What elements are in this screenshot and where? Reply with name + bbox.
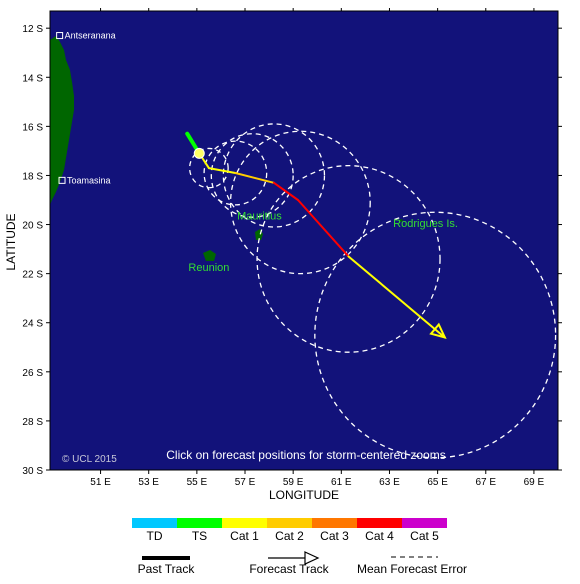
y-tick-label: 24 S <box>22 319 43 330</box>
x-tick-label: 65 E <box>427 477 448 488</box>
map-labels: Antseranana Toamasina Mauritius Reunion Rodr… <box>56 31 458 274</box>
plot-area[interactable]: Antseranana Toamasina Mauritius Reunion Rodr… <box>50 11 558 470</box>
x-tick-label: 51 E <box>90 477 111 488</box>
forecast-track-segment[interactable] <box>296 199 350 258</box>
x-axis-title: LONGITUDE <box>269 488 339 502</box>
x-tick-label: 53 E <box>138 477 159 488</box>
track-lines <box>185 131 447 339</box>
plot-frame <box>49 10 559 471</box>
current-position-marker[interactable] <box>193 147 205 159</box>
y-tick-label: 22 S <box>22 270 43 281</box>
x-tick-label: 55 E <box>187 477 208 488</box>
island-label: Rodrigues Is. <box>393 218 458 230</box>
copyright-text: © UCL 2015 <box>62 454 117 465</box>
town-marker-icon <box>58 176 66 184</box>
island-label: Mauritius <box>237 211 282 223</box>
y-tick-label: 18 S <box>22 171 43 182</box>
forecast-track-segment[interactable] <box>234 172 275 184</box>
x-tick-label: 61 E <box>331 477 352 488</box>
town-label: Antseranana <box>65 31 116 41</box>
forecast-error-circles <box>188 123 557 459</box>
y-tick-label: 20 S <box>22 221 43 232</box>
rodrigues-island <box>399 219 403 222</box>
x-tick-label: 67 E <box>475 477 496 488</box>
axes: 51 E 53 E 55 E 57 E 59 E 61 E 63 E 65 E 67 E 69 E… <box>22 8 562 488</box>
y-axis-title: LATITUDE <box>4 213 18 270</box>
reunion-island <box>203 250 216 261</box>
error-circle[interactable] <box>229 130 371 275</box>
forecast-track-segment[interactable] <box>347 255 446 339</box>
town-marker-icon <box>56 32 64 40</box>
y-tick-label: 28 S <box>22 417 43 428</box>
y-tick-label: 14 S <box>22 73 43 84</box>
x-tick-label: 59 E <box>283 477 304 488</box>
x-tick-label: 69 E <box>524 477 545 488</box>
y-tick-label: 30 S <box>22 466 43 477</box>
zoom-hint-text: Click on forecast positions for storm-ce… <box>166 448 445 462</box>
y-tick-label: 16 S <box>22 122 43 133</box>
error-circle[interactable] <box>210 133 294 218</box>
ocean <box>50 11 558 470</box>
x-tick-label: 57 E <box>235 477 256 488</box>
error-circle[interactable] <box>314 211 557 459</box>
error-circle[interactable] <box>256 164 441 353</box>
y-tick-label: 26 S <box>22 368 43 379</box>
forecast-arrow-head <box>429 322 447 339</box>
x-tick-label: 63 E <box>379 477 400 488</box>
error-circle[interactable] <box>222 123 326 228</box>
forecast-track-segment[interactable] <box>272 181 299 201</box>
error-circle[interactable] <box>188 147 229 189</box>
error-circle[interactable] <box>203 140 268 206</box>
town-label: Toamasina <box>67 175 111 185</box>
forecast-track-segment[interactable] <box>207 167 237 174</box>
y-tick-label: 12 S <box>22 24 43 35</box>
island-label: Reunion <box>188 262 229 274</box>
madagascar-landmass <box>50 36 74 205</box>
